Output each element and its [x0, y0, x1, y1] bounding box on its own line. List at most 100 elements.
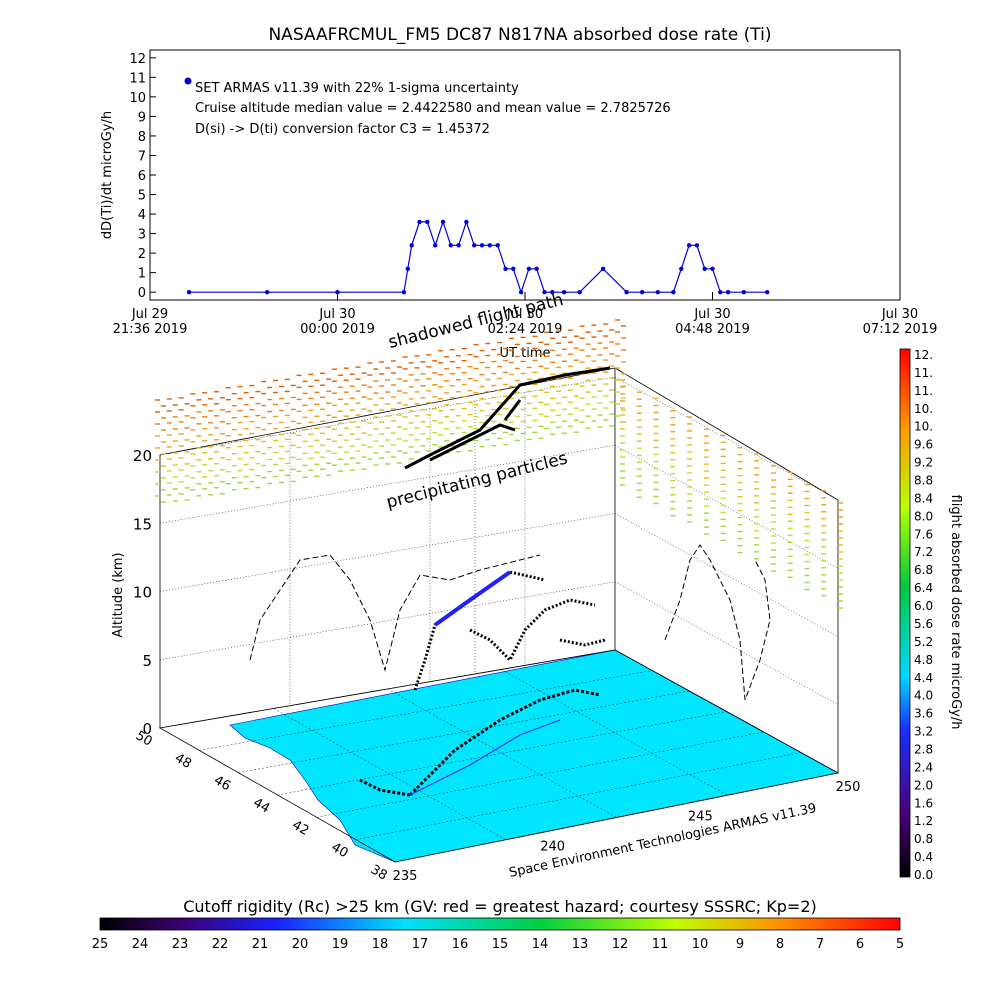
- conversion-annotation: D(si) -> D(ti) conversion factor C3 = 1.…: [195, 122, 490, 137]
- dose-colorbar-tick-label: 12.: [914, 348, 933, 362]
- dose-series-point: [542, 290, 547, 295]
- cruise-annotation: Cruise altitude median value = 2.4422580…: [195, 101, 671, 116]
- dose-series-point: [425, 219, 430, 225]
- dose-series-point: [433, 243, 438, 248]
- rigidity-colorbar-ticks: 25 24 23 22 21 20 19 18 17 16 15 14 13 12 11 10 9 8 7 6 5: [92, 937, 904, 952]
- dose-colorbar-tick-label: 2.0: [914, 778, 933, 792]
- top-y-tick-label: 11: [129, 71, 146, 86]
- floor-grid-line: [273, 708, 506, 840]
- top-y-tick-label: 0: [138, 286, 146, 301]
- dose-series-point: [725, 290, 731, 295]
- altitude-ticks: 0 5 10 15 20: [133, 447, 152, 738]
- altitude-tick-label: 15: [133, 515, 152, 533]
- dose-series-point: [640, 290, 645, 295]
- dose-series-point: [624, 290, 629, 295]
- dose-series-point: [526, 266, 532, 271]
- legend-entry: SET ARMAS v11.39 with 22% 1-sigma uncert…: [195, 81, 519, 96]
- dose-colorbar-tick-label: 8.4: [914, 491, 933, 505]
- dose-colorbar-tick-label: 0.8: [914, 832, 933, 846]
- dose-colorbar-tick-label: 6.0: [914, 599, 933, 613]
- dose-series-line: [189, 220, 768, 295]
- ground-track-thin: [409, 719, 561, 796]
- dose-series-point: [686, 243, 692, 248]
- dose-series-point: [765, 290, 770, 295]
- floor-box-edges: [158, 649, 840, 863]
- dose-colorbar-tick-label: 5.6: [914, 617, 933, 631]
- dose-colorbar-tick-label: 2.4: [914, 760, 933, 774]
- dose-colorbar-bar: [899, 348, 911, 878]
- dose-series-point: [464, 219, 469, 225]
- rigidity-colorbar-tick-label: 18: [372, 937, 389, 952]
- wall-grid-line: [614, 513, 839, 637]
- dose-series-point: [335, 290, 340, 295]
- rigidity-colorbar-tick-label: 13: [572, 937, 589, 952]
- dose-colorbar-tick-label: 1.6: [914, 796, 933, 810]
- top-y-tick-label: 2: [138, 247, 146, 262]
- dose-colorbar-tick-label: 3.6: [914, 707, 933, 721]
- dose-colorbar-tick-label: 0.0: [914, 868, 933, 882]
- dose-colorbar-tick-label: 6.8: [914, 563, 933, 577]
- rigidity-colorbar-tick-label: 15: [492, 937, 509, 952]
- top-x-tick-label: Jul 30: [693, 307, 730, 322]
- dose-colorbar-tick-label: 11.: [914, 366, 933, 380]
- dose-series-point: [401, 290, 407, 295]
- top-y-tick-label: 10: [129, 91, 146, 106]
- flight-3d-plot: 0 5 10 15 20 50 48 46 44 42 40 38 235 240 245 250: [133, 319, 860, 884]
- top-x-tick-label: 04:48 2019: [675, 322, 750, 337]
- ground-track: [359, 688, 601, 797]
- dose-series-point: [534, 266, 539, 271]
- wall-grid-line: [614, 581, 839, 705]
- dose-series-point: [405, 266, 410, 271]
- dose-series-point: [409, 243, 414, 248]
- dose-colorbar-tick-label: 10.: [914, 420, 933, 434]
- top-y-tick-label: 9: [138, 110, 146, 125]
- shadowed-flight-path: [404, 366, 611, 470]
- dose-colorbar-tick-label: 8.8: [914, 474, 933, 488]
- altitude-tick-label: 10: [133, 584, 152, 602]
- dose-series-point: [600, 266, 606, 271]
- rigidity-colorbar-tick-label: 6: [856, 937, 864, 952]
- dose-colorbar-tick-label: 8.0: [914, 509, 933, 523]
- rigidity-colorbar-tick-label: 19: [332, 937, 349, 952]
- dose-series-point: [741, 290, 746, 295]
- rigidity-colorbar-tick-label: 10: [692, 937, 709, 952]
- dose-colorbar-tick-label: 2.8: [914, 742, 933, 756]
- top-x-tick-label: 00:00 2019: [300, 322, 375, 337]
- top-y-tick-label: 8: [138, 130, 146, 145]
- top-chart-x-label: UT time: [500, 346, 551, 361]
- wall-grid-line: [159, 513, 616, 592]
- dose-colorbar-tick-label: 7.6: [914, 527, 933, 541]
- dose-series-point: [679, 266, 684, 271]
- top-chart-y-label: dD(Ti)/dt microGy/h: [100, 111, 115, 239]
- legend-marker: [184, 77, 192, 85]
- rigidity-colorbar-bar: [99, 917, 901, 931]
- top-chart-title: NASAAFRCMUL_FM5 DC87 N817NA absorbed dos…: [268, 25, 771, 45]
- dose-series-point: [561, 290, 567, 295]
- dose-colorbar-tick-label: 0.4: [914, 850, 933, 864]
- dose-series-point: [495, 243, 500, 248]
- longitude-tick-label: 235: [393, 869, 418, 884]
- top-y-tick-label: 7: [138, 149, 146, 164]
- top-y-tick-label: 12: [129, 52, 146, 67]
- top-y-tick-label: 3: [138, 228, 146, 243]
- rigidity-colorbar-title: Cutoff rigidity (Rc) >25 km (GV: red = g…: [183, 897, 817, 916]
- dose-series-point: [710, 266, 715, 271]
- top-x-tick-label: Jul 30: [881, 307, 918, 322]
- dose-series-point: [655, 290, 660, 295]
- rigidity-colorbar-tick-label: 24: [132, 937, 149, 952]
- dose-colorbar-tick-label: 3.2: [914, 725, 933, 739]
- rigidity-colorbar-tick-label: 23: [172, 937, 189, 952]
- dose-series-point: [550, 290, 555, 295]
- wall-projection-right: [664, 544, 771, 701]
- dose-series-point: [671, 290, 676, 295]
- wall-grid-line: [614, 445, 839, 569]
- floor-grid-line: [501, 669, 728, 796]
- latitude-tick-label: 38: [368, 862, 390, 883]
- rigidity-colorbar-tick-label: 11: [652, 937, 669, 952]
- rigidity-colorbar-tick-label: 21: [252, 937, 269, 952]
- precipitating-particles-label: precipitating particles: [384, 448, 569, 512]
- dose-series-point: [694, 243, 700, 248]
